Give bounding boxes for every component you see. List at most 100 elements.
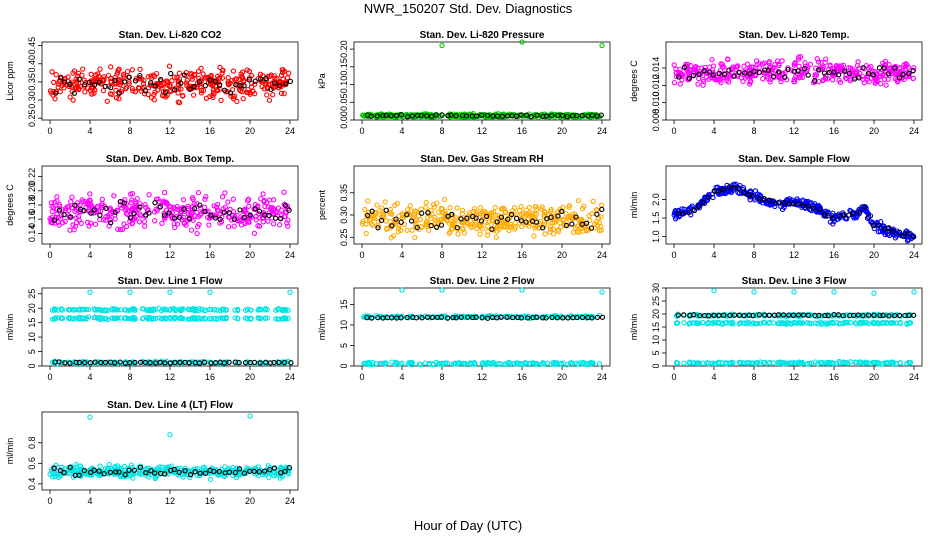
data-point <box>69 194 75 200</box>
x-tick-label: 0 <box>671 372 676 382</box>
panel-li820-pressure: Stan. Dev. Li-820 Pressure 0 4 8 12 16 20 24 0.0… <box>312 26 624 150</box>
data-point <box>362 206 368 213</box>
data-point <box>258 196 264 202</box>
data-point <box>151 472 158 478</box>
data-point <box>245 89 251 96</box>
hourly-point <box>508 211 515 218</box>
data-point <box>47 88 54 94</box>
data-point <box>281 189 287 195</box>
y-tick-label: 0.012 <box>651 74 661 97</box>
data-point <box>872 79 878 85</box>
hourly-point <box>241 83 247 89</box>
hourly-point <box>560 315 566 321</box>
data-point <box>151 209 158 215</box>
hourly-point <box>825 312 831 319</box>
hourly-point <box>247 212 253 218</box>
hourly-point <box>241 214 247 221</box>
hourly-point <box>785 66 791 73</box>
panel-line1-flow: Stan. Dev. Line 1 Flow 0 4 8 12 16 20 24 0 5 10 15 2… <box>0 272 312 396</box>
data-point <box>150 307 157 313</box>
hourly-point <box>73 359 79 366</box>
hourly-point <box>162 360 168 366</box>
hourly-point <box>478 218 485 224</box>
hourly-point <box>765 67 771 73</box>
plot-frame <box>41 287 299 367</box>
y-axis-label: kPa <box>317 73 327 89</box>
hourly-point <box>856 75 862 81</box>
series-hourly <box>52 359 294 366</box>
hourly-point <box>675 312 681 318</box>
data-point <box>127 289 133 295</box>
data-point <box>233 76 240 82</box>
y-axis-label: Licor ppm <box>5 61 15 101</box>
data-point <box>477 222 483 229</box>
hourly-point <box>528 113 534 120</box>
data-point <box>223 315 229 321</box>
y-tick-label: 0.30 <box>339 206 349 224</box>
hourly-point <box>388 113 394 119</box>
data-point <box>518 360 524 367</box>
hourly-point <box>257 360 263 366</box>
data-point <box>169 210 175 216</box>
y-tick-label: 0.25 <box>27 109 37 127</box>
data-point <box>120 73 127 79</box>
data-point <box>100 87 107 94</box>
data-point <box>47 215 53 222</box>
data-point <box>276 222 283 228</box>
hourly-point <box>116 90 122 96</box>
hourly-point <box>383 112 389 118</box>
chart-title: Stan. Dev. Gas Stream RH <box>420 154 543 165</box>
hourly-point <box>126 467 132 473</box>
hourly-point <box>762 67 768 73</box>
data-point <box>830 361 836 367</box>
data-point <box>735 63 741 69</box>
data-point <box>252 81 258 87</box>
data-point <box>846 64 852 71</box>
y-tick-label: 10 <box>27 332 37 342</box>
hourly-point <box>148 468 154 474</box>
data-point <box>279 69 286 76</box>
data-point <box>109 91 115 98</box>
data-point <box>673 66 679 72</box>
data-point <box>184 82 190 89</box>
data-point <box>264 199 270 206</box>
data-point <box>80 316 86 322</box>
data-point <box>56 201 63 208</box>
data-point <box>412 114 418 120</box>
hourly-point <box>282 202 288 209</box>
hourly-point <box>187 472 194 478</box>
data-point <box>281 201 287 207</box>
data-point <box>74 467 80 473</box>
y-tick-label: 0.35 <box>339 184 349 202</box>
data-point <box>173 307 179 313</box>
hourly-point <box>283 81 289 87</box>
hourly-point <box>857 209 863 215</box>
hourly-point <box>222 87 228 93</box>
hourly-point <box>288 360 294 366</box>
data-point <box>747 81 753 87</box>
hourly-point <box>161 212 168 218</box>
data-point <box>185 203 191 209</box>
data-point <box>467 360 474 366</box>
x-tick-label: 20 <box>557 126 567 136</box>
panel-line3-flow: Stan. Dev. Line 3 Flow 0 4 8 12 16 20 24 0 5 10 15 2… <box>624 272 936 396</box>
data-point <box>383 218 389 224</box>
hourly-point <box>388 315 395 321</box>
data-point <box>256 215 263 221</box>
hourly-point <box>700 199 706 206</box>
data-point <box>176 99 183 106</box>
x-tick-label: 20 <box>245 126 255 136</box>
hourly-point <box>821 70 828 76</box>
data-point <box>423 199 429 206</box>
data-point <box>533 361 539 367</box>
panel-line4-flow: Stan. Dev. Line 4 (LT) Flow 0 4 8 12 16 20 24 0.… <box>0 396 312 520</box>
hourly-point <box>404 114 411 120</box>
data-point <box>727 320 733 326</box>
hourly-point <box>127 360 133 366</box>
data-point <box>102 315 108 322</box>
chart-gas-stream-rh: Stan. Dev. Gas Stream RH0 4 8 12 16 20 240.250… <box>317 154 611 260</box>
x-tick-label: 20 <box>557 250 567 260</box>
data-point <box>879 361 885 367</box>
hourly-point <box>97 212 103 218</box>
